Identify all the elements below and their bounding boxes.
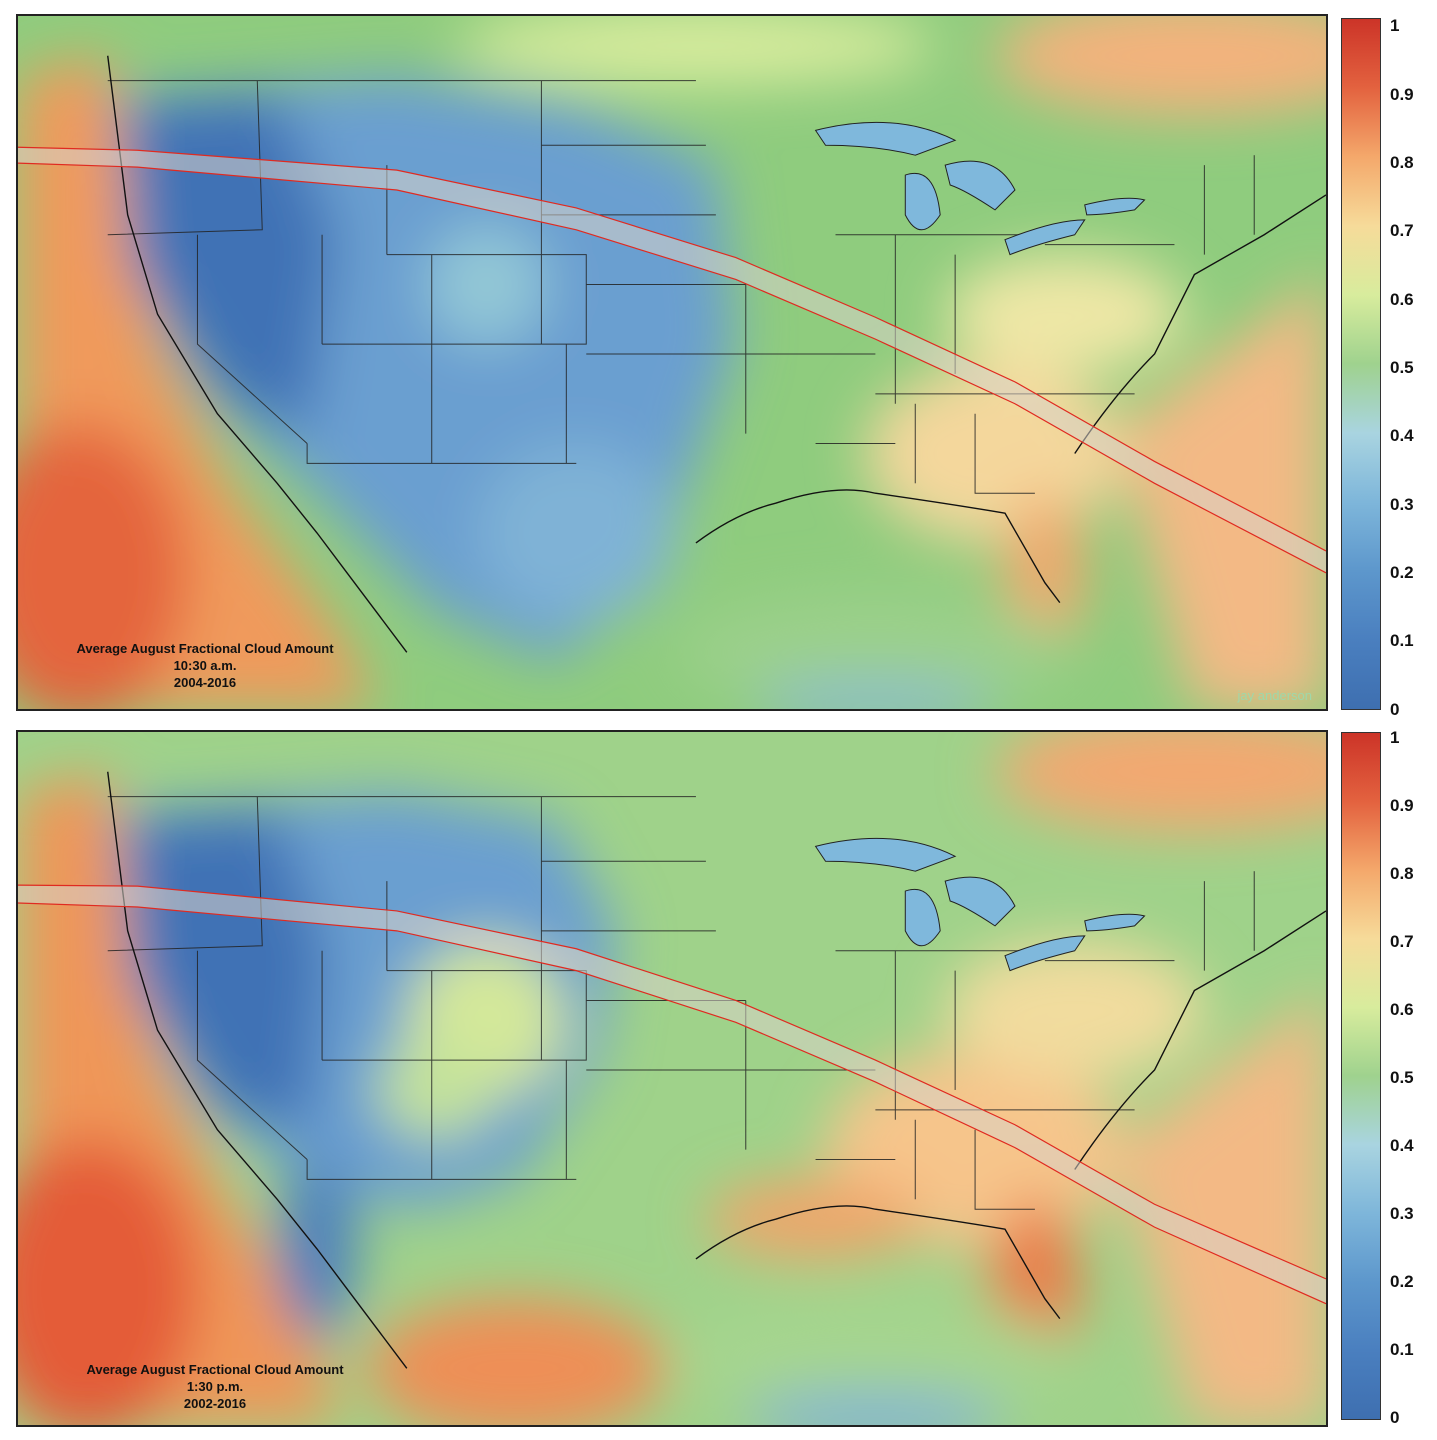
scale-tick: 0.1 bbox=[1390, 1340, 1414, 1359]
scale-tick: 1 bbox=[1390, 728, 1400, 747]
scale-tick: 0.8 bbox=[1390, 153, 1414, 172]
scale-tick: 0.7 bbox=[1390, 221, 1414, 240]
scale-tick: 0.5 bbox=[1390, 358, 1414, 377]
cloud-map-graphic bbox=[18, 16, 1326, 709]
scale-tick: 0.6 bbox=[1390, 290, 1414, 309]
scale-tick: 0.5 bbox=[1390, 1068, 1414, 1087]
cloud-map-morning: jay anderson bbox=[16, 14, 1328, 711]
color-scale-bar-afternoon bbox=[1341, 732, 1381, 1420]
scale-tick: 0 bbox=[1390, 1408, 1400, 1427]
map-caption-afternoon: Average August Fractional Cloud Amount 1… bbox=[50, 1361, 380, 1412]
scale-tick: 0.1 bbox=[1390, 631, 1414, 650]
caption-title: Average August Fractional Cloud Amount bbox=[76, 641, 334, 656]
color-scale-bar-morning bbox=[1341, 18, 1381, 710]
scale-tick: 0.4 bbox=[1390, 426, 1414, 445]
map-panel-morning: jay anderson Average August Fractional C… bbox=[0, 0, 1437, 719]
scale-tick: 0.2 bbox=[1390, 563, 1414, 582]
caption-years: 2002-2016 bbox=[183, 1396, 247, 1411]
map-caption-morning: Average August Fractional Cloud Amount 1… bbox=[40, 640, 370, 691]
caption-years: 2004-2016 bbox=[173, 675, 237, 690]
scale-tick: 0.8 bbox=[1390, 864, 1414, 883]
scale-tick: 0.6 bbox=[1390, 1000, 1414, 1019]
scale-tick: 0.9 bbox=[1390, 796, 1414, 815]
scale-tick: 0.9 bbox=[1390, 85, 1414, 104]
caption-time: 10:30 a.m. bbox=[173, 658, 237, 673]
cloud-map-afternoon bbox=[16, 730, 1328, 1427]
scale-tick: 1 bbox=[1390, 16, 1400, 35]
cloud-map-graphic bbox=[18, 732, 1326, 1425]
author-credit: jay anderson bbox=[1237, 688, 1312, 703]
map-panel-afternoon: Average August Fractional Cloud Amount 1… bbox=[0, 716, 1437, 1428]
scale-tick: 0.7 bbox=[1390, 932, 1414, 951]
caption-title: Average August Fractional Cloud Amount bbox=[86, 1362, 344, 1377]
caption-time: 1:30 p.m. bbox=[186, 1379, 244, 1394]
scale-tick: 0.3 bbox=[1390, 495, 1414, 514]
scale-tick: 0.4 bbox=[1390, 1136, 1414, 1155]
scale-tick: 0.3 bbox=[1390, 1204, 1414, 1223]
scale-tick: 0.2 bbox=[1390, 1272, 1414, 1291]
scale-tick: 0 bbox=[1390, 700, 1400, 719]
